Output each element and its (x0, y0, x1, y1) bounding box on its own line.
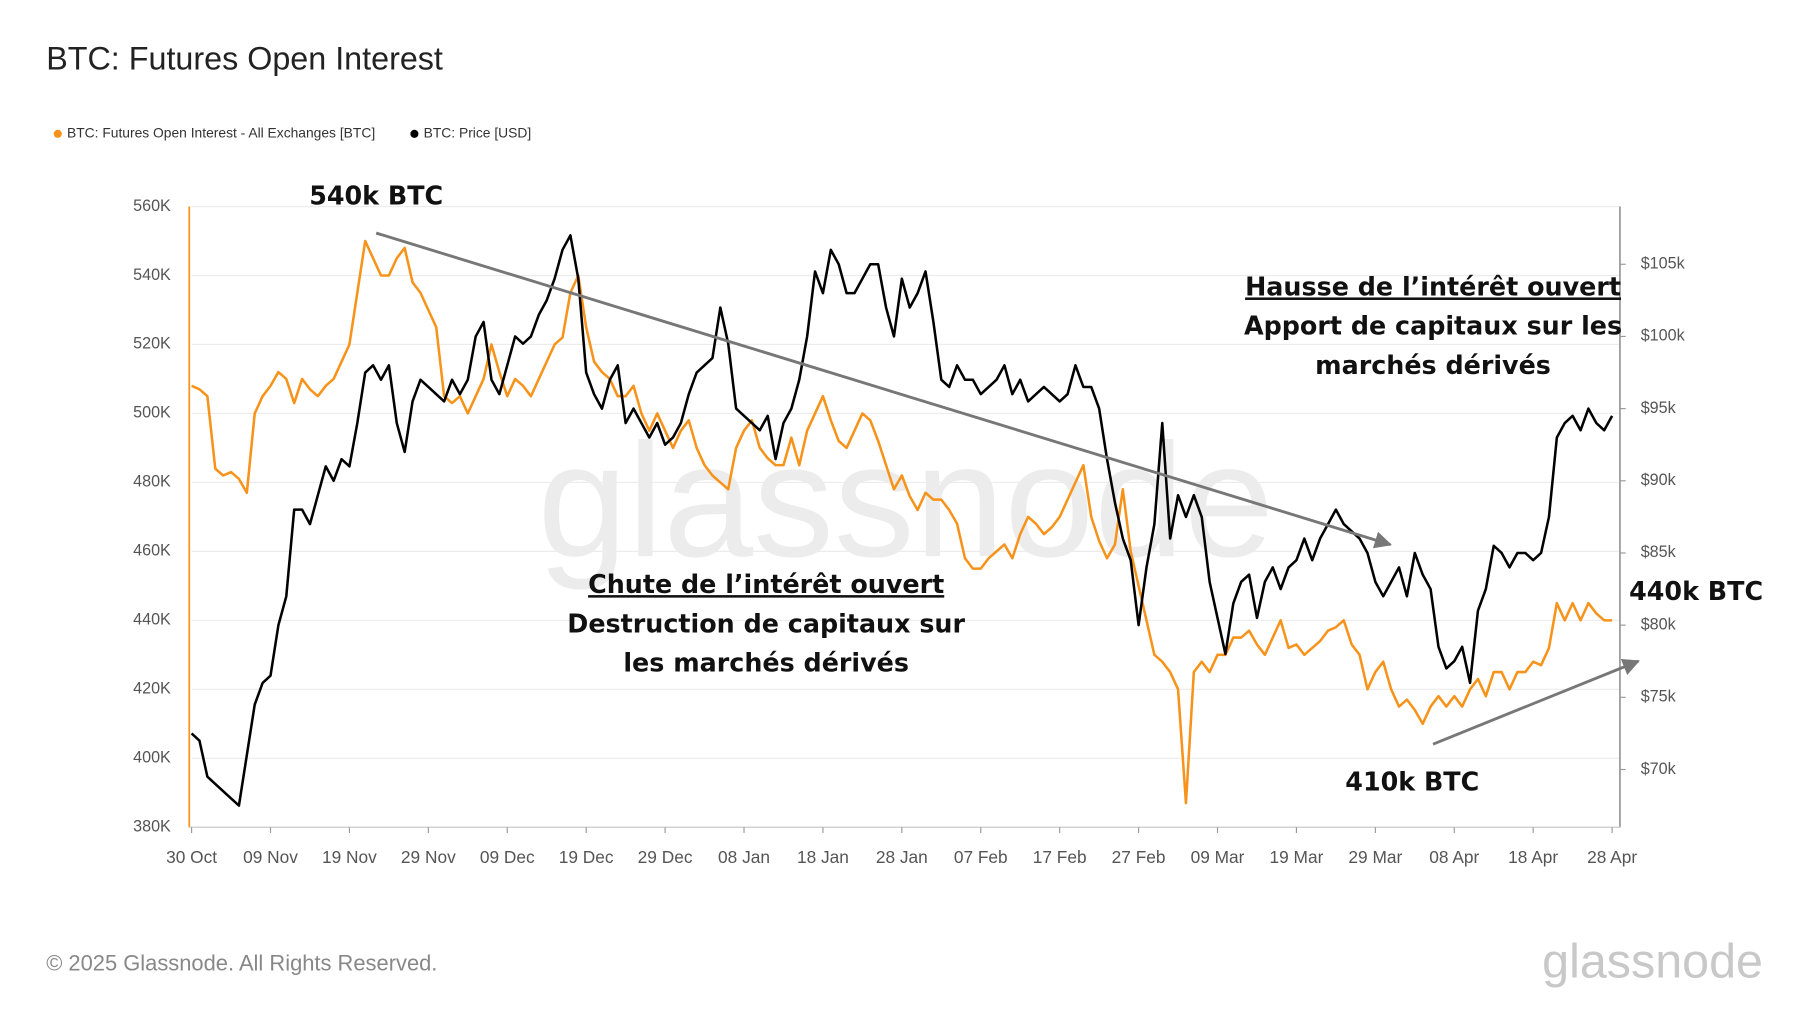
x-tick-label: 09 Dec (480, 847, 535, 867)
x-tick-label: 30 Oct (166, 847, 217, 867)
x-tick-label: 18 Apr (1508, 847, 1558, 867)
x-tick-label: 07 Feb (954, 847, 1008, 867)
y-tick-label: 500K (133, 404, 171, 422)
x-tick-label: 29 Nov (401, 847, 456, 867)
y2-tick-label: $75k (1641, 688, 1677, 706)
annotation: Destruction de capitaux sur (567, 608, 965, 638)
x-tick-label: 17 Feb (1033, 847, 1087, 867)
annotation: 410k BTC (1345, 766, 1479, 796)
x-tick-label: 19 Dec (559, 847, 614, 867)
y-tick-label: 380K (133, 818, 171, 836)
chart-title: BTC: Futures Open Interest (46, 41, 443, 77)
x-tick-label: 09 Mar (1191, 847, 1245, 867)
plot-area: 380K 400K 420K 440K 460K 480K 500K 520K 540K 560K… (133, 197, 1685, 867)
x-tick-label: 08 Jan (718, 847, 770, 867)
y-tick-label: 460K (133, 542, 171, 560)
series-line (191, 239, 1613, 805)
y-tick-label: 440K (133, 611, 171, 629)
y2-tick-label: $105k (1641, 255, 1686, 273)
y2-tick-label: $80k (1641, 615, 1677, 633)
legend-label: BTC: Price [USD] (424, 124, 532, 140)
x-tick-label: 18 Jan (797, 847, 849, 867)
y-tick-label: 520K (133, 335, 171, 353)
annotation: Hausse de l’intérêt ouvert (1245, 271, 1621, 301)
y-tick-label: 540K (133, 266, 171, 284)
annotation: 440k BTC (1629, 576, 1763, 606)
annotation: 540k BTC (309, 180, 443, 210)
x-tick-label: 19 Mar (1270, 847, 1324, 867)
annotation: Chute de l’intérêt ouvert (588, 569, 944, 599)
y-tick-label: 480K (133, 473, 171, 491)
series-line (190, 234, 1614, 807)
x-tick-label: 27 Feb (1112, 847, 1166, 867)
trend-arrow (1432, 658, 1641, 746)
y2-tick-label: $90k (1641, 471, 1677, 489)
legend-label: BTC: Futures Open Interest - All Exchang… (67, 124, 375, 140)
annotation: les marchés dérivés (623, 648, 909, 678)
x-tick-label: 19 Nov (322, 847, 377, 867)
y-tick-label: 420K (133, 680, 171, 698)
annotation: marchés dérivés (1315, 350, 1551, 380)
logo: glassnode (1542, 934, 1763, 988)
legend-marker (53, 129, 62, 138)
x-tick-label: 28 Apr (1587, 847, 1637, 867)
y2-tick-label: $100k (1641, 327, 1686, 345)
x-tick-label: 08 Apr (1429, 847, 1479, 867)
legend-marker (410, 129, 419, 138)
watermark: glassnode (538, 411, 1274, 591)
footer: © 2025 Glassnode. All Rights Reserved. (46, 950, 437, 975)
trend-arrow (375, 231, 1393, 549)
annotation: Apport de capitaux sur les (1244, 311, 1622, 341)
y-tick-label: 400K (133, 749, 171, 767)
y2-tick-label: $85k (1641, 543, 1677, 561)
x-tick-label: 29 Mar (1348, 847, 1402, 867)
x-tick-label: 28 Jan (876, 847, 928, 867)
x-tick-label: 09 Nov (243, 847, 298, 867)
y-tick-label: 560K (133, 197, 171, 215)
y2-tick-label: $95k (1641, 399, 1677, 417)
y2-tick-label: $70k (1641, 760, 1677, 778)
x-tick-label: 29 Dec (638, 847, 693, 867)
